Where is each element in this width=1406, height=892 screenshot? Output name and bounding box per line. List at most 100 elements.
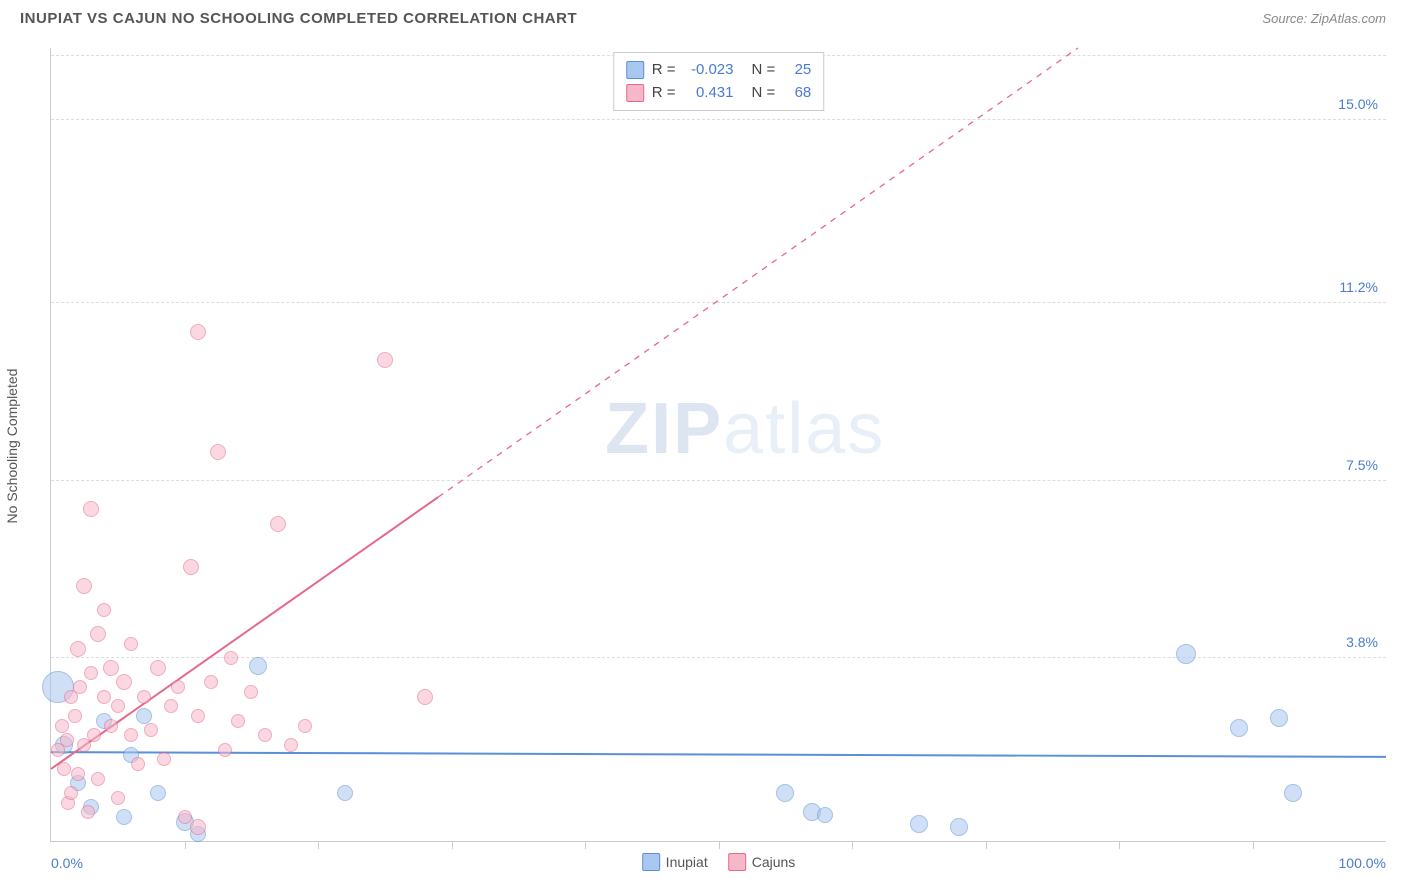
y-axis-label: No Schooling Completed <box>4 369 20 524</box>
chart-header: INUPIAT VS CAJUN NO SCHOOLING COMPLETED … <box>0 0 1406 27</box>
data-point <box>218 743 232 757</box>
data-point <box>91 772 105 786</box>
legend-swatch <box>728 853 746 871</box>
data-point <box>60 733 74 747</box>
data-point <box>97 603 111 617</box>
series-swatch <box>626 61 644 79</box>
data-point <box>191 709 205 723</box>
data-point <box>204 675 218 689</box>
data-point <box>377 352 393 368</box>
data-point <box>817 807 833 823</box>
legend-label: Cajuns <box>752 854 796 870</box>
data-point <box>270 516 286 532</box>
n-label: N = <box>752 59 776 82</box>
data-point <box>90 626 106 642</box>
data-point <box>249 657 267 675</box>
data-point <box>224 651 238 665</box>
data-point <box>210 444 226 460</box>
data-point <box>111 791 125 805</box>
data-point <box>111 699 125 713</box>
data-point <box>171 680 185 694</box>
source-label: Source: ZipAtlas.com <box>1262 11 1386 26</box>
x-tick <box>986 841 987 849</box>
data-point <box>55 719 69 733</box>
data-point <box>190 819 206 835</box>
data-point <box>157 752 171 766</box>
data-point <box>116 674 132 690</box>
data-point <box>1284 784 1302 802</box>
stats-row: R = -0.023 N = 25 <box>626 59 812 82</box>
n-value: 68 <box>783 82 811 105</box>
n-value: 25 <box>783 59 811 82</box>
x-tick <box>719 841 720 849</box>
series-legend: Inupiat Cajuns <box>642 853 796 871</box>
data-point <box>84 666 98 680</box>
data-point <box>124 728 138 742</box>
data-point <box>76 578 92 594</box>
trend-line-dashed <box>438 48 1078 497</box>
data-point <box>144 723 158 737</box>
data-point <box>64 786 78 800</box>
chart-title: INUPIAT VS CAJUN NO SCHOOLING COMPLETED … <box>20 10 577 27</box>
data-point <box>104 719 118 733</box>
data-point <box>68 709 82 723</box>
data-point <box>103 660 119 676</box>
x-tick <box>185 841 186 849</box>
x-axis-max-label: 100.0% <box>1339 855 1386 871</box>
data-point <box>87 728 101 742</box>
x-tick <box>585 841 586 849</box>
trend-line <box>51 752 1386 757</box>
x-tick <box>1253 841 1254 849</box>
data-point <box>81 805 95 819</box>
data-point <box>83 501 99 517</box>
r-label: R = <box>652 59 676 82</box>
data-point <box>1230 719 1248 737</box>
data-point <box>231 714 245 728</box>
data-point <box>71 767 85 781</box>
data-point <box>116 809 132 825</box>
data-point <box>1270 709 1288 727</box>
x-tick <box>852 841 853 849</box>
data-point <box>70 641 86 657</box>
data-point <box>57 762 71 776</box>
x-axis-min-label: 0.0% <box>51 855 83 871</box>
series-swatch <box>626 84 644 102</box>
data-point <box>150 785 166 801</box>
data-point <box>164 699 178 713</box>
data-point <box>258 728 272 742</box>
data-point <box>137 690 151 704</box>
data-point <box>178 810 192 824</box>
stats-row: R = 0.431 N = 68 <box>626 82 812 105</box>
legend-item: Cajuns <box>728 853 796 871</box>
r-value: -0.023 <box>684 59 734 82</box>
data-point <box>284 738 298 752</box>
data-point <box>73 680 87 694</box>
n-label: N = <box>752 82 776 105</box>
legend-label: Inupiat <box>666 854 708 870</box>
legend-item: Inupiat <box>642 853 708 871</box>
data-point <box>1176 644 1196 664</box>
data-point <box>183 559 199 575</box>
stats-legend-box: R = -0.023 N = 25 R = 0.431 N = 68 <box>613 52 825 111</box>
data-point <box>124 637 138 651</box>
trend-lines-layer <box>51 48 1386 841</box>
chart-plot-area: ZIPatlas R =-0.023N =25R =0.431N =68 0.0… <box>50 48 1386 842</box>
data-point <box>910 815 928 833</box>
data-point <box>97 690 111 704</box>
r-value: 0.431 <box>684 82 734 105</box>
data-point <box>298 719 312 733</box>
data-point <box>337 785 353 801</box>
data-point <box>136 708 152 724</box>
data-point <box>417 689 433 705</box>
x-tick <box>452 841 453 849</box>
data-point <box>950 818 968 836</box>
data-point <box>131 757 145 771</box>
data-point <box>244 685 258 699</box>
r-label: R = <box>652 82 676 105</box>
data-point <box>190 324 206 340</box>
x-tick <box>1119 841 1120 849</box>
x-tick <box>318 841 319 849</box>
data-point <box>776 784 794 802</box>
data-point <box>150 660 166 676</box>
legend-swatch <box>642 853 660 871</box>
